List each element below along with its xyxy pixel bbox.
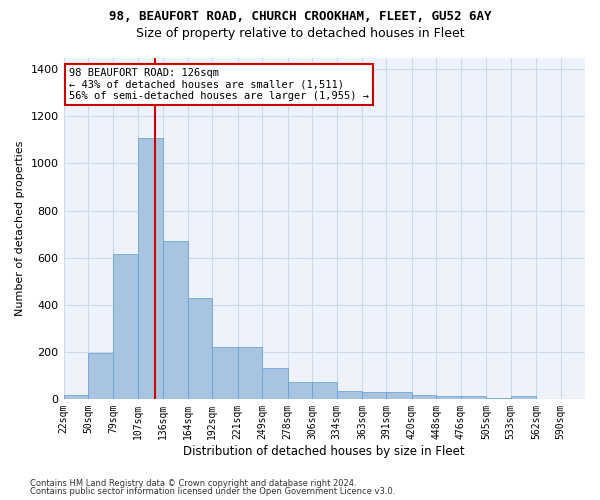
Bar: [163, 241, 188, 399]
Text: Contains public sector information licensed under the Open Government Licence v3: Contains public sector information licen…: [30, 487, 395, 496]
Text: 98, BEAUFORT ROAD, CHURCH CROOKHAM, FLEET, GU52 6AY: 98, BEAUFORT ROAD, CHURCH CROOKHAM, FLEE…: [109, 10, 491, 23]
Bar: [113, 254, 138, 399]
Bar: [337, 392, 362, 399]
Bar: [64, 394, 88, 399]
Bar: [362, 392, 386, 399]
Text: Contains HM Land Registry data © Crown copyright and database right 2024.: Contains HM Land Registry data © Crown c…: [30, 478, 356, 488]
Bar: [212, 347, 238, 399]
Bar: [88, 354, 113, 399]
Y-axis label: Number of detached properties: Number of detached properties: [15, 140, 25, 316]
Bar: [312, 382, 337, 399]
Bar: [486, 398, 511, 399]
Bar: [511, 396, 536, 399]
Bar: [461, 396, 486, 399]
X-axis label: Distribution of detached houses by size in Fleet: Distribution of detached houses by size …: [184, 444, 465, 458]
Bar: [386, 392, 412, 399]
Bar: [262, 368, 287, 399]
Text: 98 BEAUFORT ROAD: 126sqm
← 43% of detached houses are smaller (1,511)
56% of sem: 98 BEAUFORT ROAD: 126sqm ← 43% of detach…: [69, 68, 369, 101]
Bar: [287, 382, 312, 399]
Bar: [238, 347, 262, 399]
Bar: [188, 298, 212, 399]
Bar: [436, 396, 461, 399]
Bar: [412, 394, 436, 399]
Text: Size of property relative to detached houses in Fleet: Size of property relative to detached ho…: [136, 28, 464, 40]
Bar: [138, 138, 163, 399]
